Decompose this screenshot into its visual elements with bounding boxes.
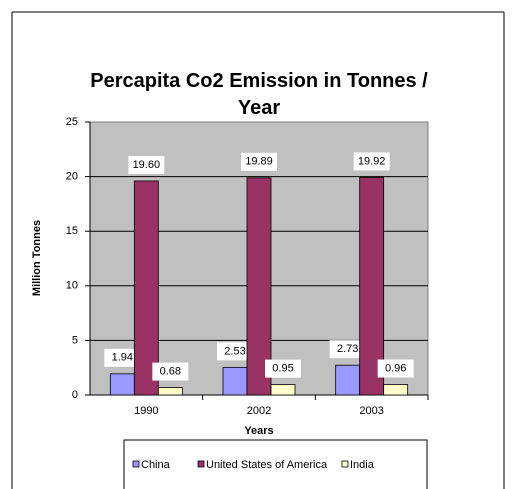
- data-label: 2.53: [224, 345, 245, 357]
- legend-swatch: [132, 460, 140, 468]
- data-label-box: [265, 359, 301, 378]
- bar: [270, 384, 296, 396]
- bar: [109, 373, 135, 396]
- data-label-box: [217, 342, 253, 361]
- data-label-box: [377, 359, 414, 378]
- data-label-box: [152, 362, 189, 381]
- legend: [123, 439, 428, 489]
- bar: [133, 180, 159, 396]
- legend-label: United States of America: [206, 459, 328, 471]
- legend-label: India: [350, 459, 375, 471]
- bar: [383, 384, 409, 396]
- x-tick-label: 2003: [359, 405, 383, 417]
- data-label-box: [104, 348, 141, 367]
- data-label: 19.92: [358, 155, 386, 167]
- x-axis-label: Years: [244, 425, 273, 437]
- legend-label: China: [141, 459, 171, 471]
- legend-swatch: [197, 460, 205, 468]
- bar: [157, 387, 183, 396]
- y-tick-label: 20: [66, 171, 78, 183]
- bar: [246, 177, 272, 396]
- data-label: 0.96: [385, 362, 406, 374]
- data-label: 19.60: [133, 159, 161, 171]
- data-label-box: [241, 152, 277, 171]
- bar: [335, 364, 361, 396]
- data-label: 0.95: [272, 363, 293, 375]
- bar: [359, 177, 385, 396]
- legend-swatch: [341, 460, 349, 468]
- data-label: 1.94: [112, 352, 133, 364]
- y-tick-label: 0: [72, 389, 78, 401]
- data-label: 2.73: [337, 343, 358, 355]
- y-axis-label: Million Tonnes: [31, 220, 43, 296]
- data-label-box: [329, 340, 366, 359]
- chart-title: Percapita Co2 Emission in Tonnes / Year: [90, 70, 428, 119]
- bar: [222, 366, 248, 396]
- data-label-box: [128, 155, 165, 174]
- data-label: 19.89: [245, 156, 273, 168]
- x-tick-label: 1990: [134, 405, 158, 417]
- data-label: 0.68: [160, 365, 181, 377]
- x-tick-label: 2002: [247, 405, 271, 417]
- y-tick-label: 5: [72, 334, 78, 346]
- y-tick-label: 25: [66, 116, 78, 128]
- data-label-box: [353, 152, 390, 171]
- y-tick-label: 10: [66, 280, 78, 292]
- y-tick-label: 15: [66, 225, 78, 237]
